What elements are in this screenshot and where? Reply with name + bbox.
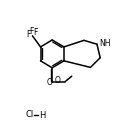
- Text: NH: NH: [99, 39, 110, 48]
- Text: O: O: [55, 76, 61, 85]
- Text: F: F: [29, 27, 33, 36]
- Text: H: H: [39, 111, 46, 120]
- Text: Cl: Cl: [25, 110, 33, 119]
- Text: O: O: [46, 78, 52, 87]
- Text: F: F: [33, 28, 38, 37]
- Text: F: F: [26, 30, 30, 39]
